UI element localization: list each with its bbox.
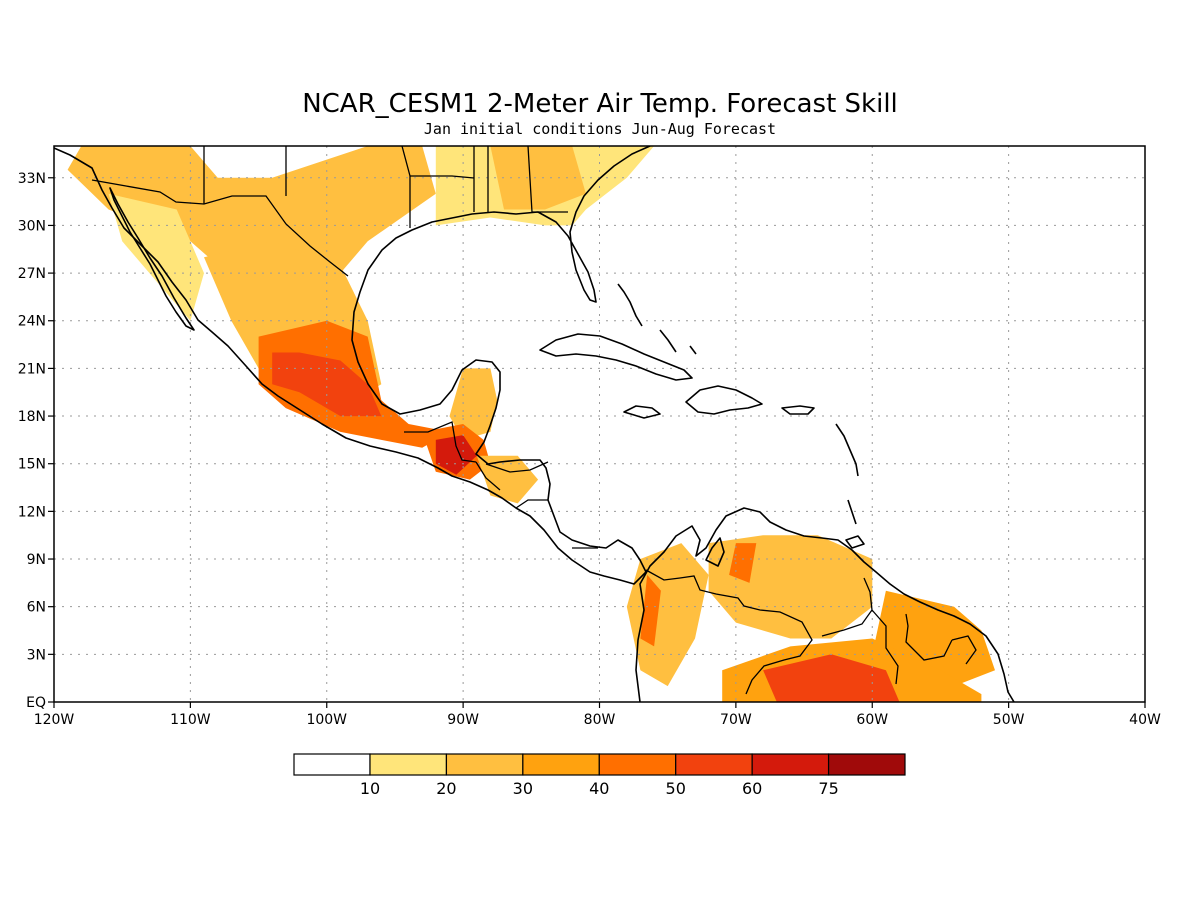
colorbar-swatch [598, 753, 677, 776]
colorbar-label: 60 [742, 779, 762, 798]
y-tick-label: 12N [18, 504, 46, 520]
coastline-lake-maracaibo [705, 537, 725, 567]
map-subtitle: Jan initial conditions Jun-Aug Forecast [424, 120, 776, 138]
y-tick-label: 9N [27, 552, 46, 568]
border-us-mexico [91, 179, 349, 277]
colorbar-swatch [293, 753, 371, 776]
colorbar-swatch [675, 753, 753, 776]
skill-shading [67, 146, 995, 702]
coastline-puerto-rico [781, 405, 815, 415]
border-south-america [645, 569, 977, 695]
x-tick-label: 80W [584, 712, 616, 728]
colorbar-swatch [445, 753, 524, 776]
skill-region-amazon-core [763, 654, 900, 702]
x-tick-label: 100W [306, 712, 347, 728]
x-axis-ticks: 120W 110W 100W 90W 80W 70W 60W 50W 40W [34, 702, 1161, 728]
y-tick-label: 24N [18, 314, 46, 330]
x-tick-label: 50W [993, 712, 1025, 728]
x-tick-label: 70W [720, 712, 752, 728]
skill-region-guatemala-core [435, 435, 477, 475]
skill-region-colombia-core [640, 574, 661, 647]
border-us-states [203, 146, 568, 228]
y-tick-label: 6N [27, 600, 46, 616]
skill-region-us-southeast-core [490, 146, 586, 210]
y-tick-label: 3N [27, 647, 46, 663]
coastline-hispaniola [685, 385, 763, 415]
colorbar: 10 20 30 40 50 60 75 [293, 753, 906, 798]
colorbar-label: 40 [589, 779, 609, 798]
x-tick-label: 110W [170, 712, 211, 728]
x-tick-label: 60W [856, 712, 888, 728]
coastline-trinidad [845, 535, 865, 549]
coastline-south-america [635, 507, 1015, 702]
skill-region-yucatan [449, 368, 498, 440]
map-title: NCAR_CESM1 2-Meter Air Temp. Forecast Sk… [302, 89, 898, 119]
skill-region-venezuela [708, 535, 873, 639]
y-tick-label: 33N [18, 171, 46, 187]
colorbar-swatch [369, 753, 448, 776]
skill-region-venezuela-core [729, 543, 757, 583]
y-tick-label: EQ [26, 695, 46, 711]
y-axis-ticks: EQ 3N 6N 9N 12N 15N 18N 21N 24N 27N 30N 33N [18, 171, 54, 711]
skill-region-us-southwest [67, 146, 436, 305]
y-tick-label: 30N [18, 218, 46, 234]
y-tick-label: 15N [18, 457, 46, 473]
colorbar-label: 75 [818, 779, 838, 798]
coastline-mainland [54, 146, 651, 585]
skill-region-baja-and-sonora [108, 193, 204, 321]
colorbar-swatch [522, 753, 600, 776]
x-tick-label: 40W [1129, 712, 1161, 728]
border-central-america [404, 421, 598, 549]
y-tick-label: 18N [18, 409, 46, 425]
colorbar-label: 50 [666, 779, 686, 798]
political-borders [91, 146, 977, 695]
coastline-cuba [539, 333, 693, 381]
colorbar-label: 30 [513, 779, 533, 798]
y-tick-label: 21N [18, 361, 46, 377]
coastlines [54, 146, 1015, 702]
colorbar-swatch [827, 753, 906, 776]
x-tick-label: 120W [34, 712, 75, 728]
skill-region-mexico-hotspot [272, 352, 382, 417]
colorbar-label: 10 [360, 779, 380, 798]
coastline-baja [109, 187, 195, 331]
colorbar-label: 20 [436, 779, 456, 798]
x-tick-label: 90W [447, 712, 479, 728]
skill-region-colombia-north [626, 543, 709, 687]
coastline-bahamas [617, 283, 697, 355]
colorbar-swatch [751, 753, 830, 776]
coastline-jamaica [623, 405, 661, 419]
coastline-lesser-antilles [835, 423, 859, 525]
y-tick-label: 27N [18, 266, 46, 282]
